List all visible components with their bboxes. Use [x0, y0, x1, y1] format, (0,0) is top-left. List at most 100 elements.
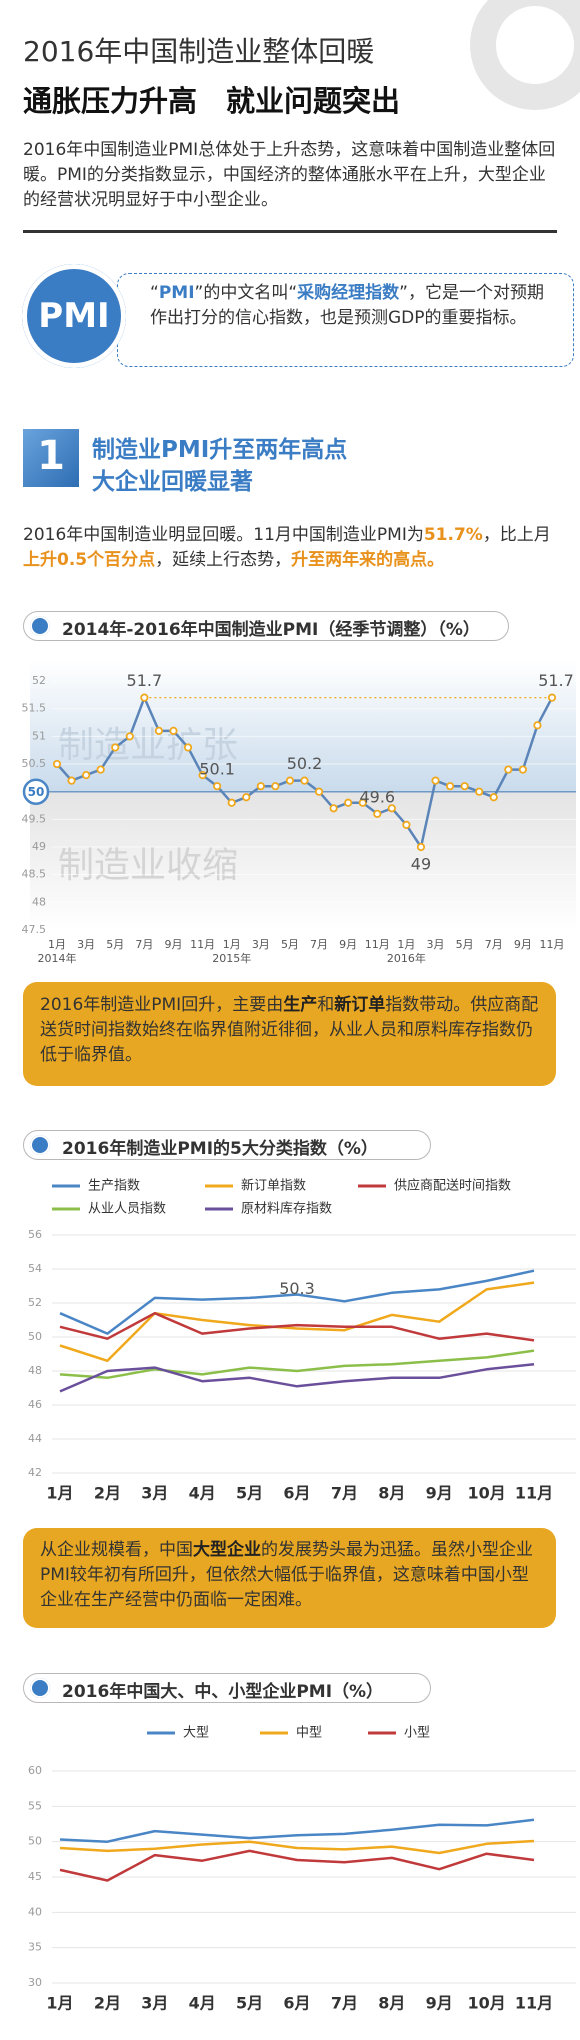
x-tick-label: 5月 — [106, 938, 124, 951]
y-tick-label: 50 — [28, 1330, 42, 1343]
point — [96, 765, 105, 774]
y-tick-label: 60 — [28, 1764, 42, 1777]
x-tick-label: 6月 — [283, 1484, 310, 1503]
callout-text: 从企业规模看，中国大型企业的发展势头最为迅猛。虽然小型企业PMI较年初有所回升，… — [40, 1538, 545, 1613]
x-tick-label: 4月 — [189, 1994, 216, 2013]
x-tick-label: 1月 — [46, 1994, 73, 2013]
point — [504, 765, 513, 774]
series-line — [59, 1349, 535, 1380]
x-tick-label: 2月 — [94, 1484, 121, 1503]
x-tick-label: 6月 — [283, 1994, 310, 2013]
point — [344, 798, 353, 807]
x-tick-label: 7月 — [310, 938, 328, 951]
value-label: 50.1 — [199, 760, 235, 779]
point — [256, 782, 265, 791]
point — [358, 798, 367, 807]
point — [213, 782, 222, 791]
x-tick-label: 7月 — [135, 938, 153, 951]
legend-label: 供应商配送时间指数 — [394, 1178, 511, 1194]
icon — [30, 1678, 50, 1698]
x-tick-label: 5月 — [236, 1994, 263, 2013]
point — [198, 771, 207, 780]
chart-header: 2014年-2016年中国制造业PMI（经季节调整）（%） — [23, 611, 509, 641]
x-tick-label: 11月 — [365, 938, 390, 951]
y-tick-label: 49.5 — [22, 812, 47, 825]
y-tick-label: 50.5 — [22, 757, 47, 770]
x-tick-label: 7月 — [331, 1994, 358, 2013]
legend-label: 原材料库存指数 — [241, 1201, 332, 1217]
reference-badge — [22, 778, 50, 805]
intro: 2016年中国制造业PMI总体处于上升态势，这意味着中国制造业整体回暖。PMI的… — [23, 140, 556, 210]
callout-text: 2016年制造业PMI回升，主要由生产和新订单指数带动。供应商配送货时间指数始终… — [40, 993, 545, 1068]
y-tick-label: 45 — [28, 1870, 42, 1883]
legend-label: 小型 — [404, 1726, 430, 1741]
year-label: 2015年 — [212, 951, 251, 965]
x-tick-label: 3月 — [252, 938, 270, 951]
y-tick-label: 55 — [28, 1799, 42, 1812]
point — [82, 771, 91, 780]
x-tick-label: 9月 — [426, 1994, 453, 2013]
text-part: 2016年制造业PMI回升，主要由 — [40, 995, 284, 1015]
chart-header: 2016年制造业PMI的5大分类指数（%） — [23, 1130, 431, 1160]
point — [533, 721, 542, 730]
text-part: ，延续上行态势， — [155, 550, 292, 570]
chart-title: 2016年中国大、中、小型企业PMI（%） — [62, 1682, 384, 1702]
text-part: ，比上月 — [482, 525, 551, 545]
x-tick-label: 7月 — [485, 938, 503, 951]
x-tick-label: 3月 — [427, 938, 445, 951]
section-number: 1 — [37, 433, 65, 479]
section-number-box — [23, 429, 79, 487]
y-tick-label: 51.5 — [22, 702, 47, 715]
note-part: ”的中文名叫“ — [194, 283, 298, 303]
x-tick-label: 11月 — [540, 938, 565, 951]
point — [140, 693, 149, 702]
pmi-badge-text: PMI — [38, 296, 110, 336]
y-tick-label: 40 — [28, 1905, 42, 1918]
icon — [30, 1135, 50, 1155]
text-highlight: 大型企业 — [193, 1540, 261, 1560]
legend-label: 大型 — [183, 1726, 209, 1741]
text-part: 的发展势头最为迅猛。虽然小型企业PMI较年初有所回升，但依然大幅低于临界值，这意… — [40, 1540, 533, 1610]
x-tick-label: 2月 — [94, 1994, 121, 2013]
series-line — [59, 1839, 535, 1855]
pmi-badge — [22, 264, 126, 368]
point — [373, 809, 382, 818]
legend-label: 新订单指数 — [241, 1178, 306, 1194]
point — [329, 804, 338, 813]
x-tick-label: 4月 — [189, 1484, 216, 1503]
series-line — [59, 1269, 535, 1335]
chart-title: 2016年制造业PMI的5大分类指数（%） — [62, 1139, 378, 1159]
x-tick-label: 3月 — [77, 938, 95, 951]
x-tick-label: 9月 — [164, 938, 182, 951]
year-label: 2014年 — [38, 951, 77, 965]
chart-header: 2016年中国大、中、小型企业PMI（%） — [23, 1673, 431, 1703]
subtitle: 通胀压力升高 就业问题突出 — [23, 84, 401, 118]
legend-label: 中型 — [296, 1726, 322, 1741]
x-tick-label: 10月 — [467, 1484, 505, 1503]
y-tick-label: 44 — [28, 1432, 42, 1445]
year-label: 2016年 — [387, 951, 426, 965]
icon — [30, 616, 50, 636]
value-label: 51.7 — [127, 671, 163, 690]
x-tick-label: 11月 — [515, 1484, 553, 1503]
point — [169, 726, 178, 735]
y-tick-label: 42 — [28, 1466, 42, 1479]
point — [387, 804, 396, 813]
zone-label: 制造业收缩 — [58, 845, 238, 886]
y-tick-label: 46 — [28, 1398, 42, 1411]
x-tick-label: 7月 — [331, 1484, 358, 1503]
section-text: 2016年中国制造业明显回暖。11月中国制造业PMI为51.7%，比上月上升0.… — [23, 523, 563, 573]
point — [475, 787, 484, 796]
series-line — [59, 1849, 535, 1882]
y-tick-label: 47.5 — [22, 923, 47, 936]
reference-label: 50 — [28, 785, 45, 799]
zone-up — [30, 660, 576, 792]
y-tick-label: 54 — [28, 1262, 42, 1275]
point — [271, 782, 280, 791]
y-tick-label: 48.5 — [22, 868, 47, 881]
x-tick-label: 9月 — [426, 1484, 453, 1503]
note-highlight: PMI — [158, 283, 195, 303]
point — [489, 793, 498, 802]
text-highlight: 新订单 — [334, 995, 386, 1015]
